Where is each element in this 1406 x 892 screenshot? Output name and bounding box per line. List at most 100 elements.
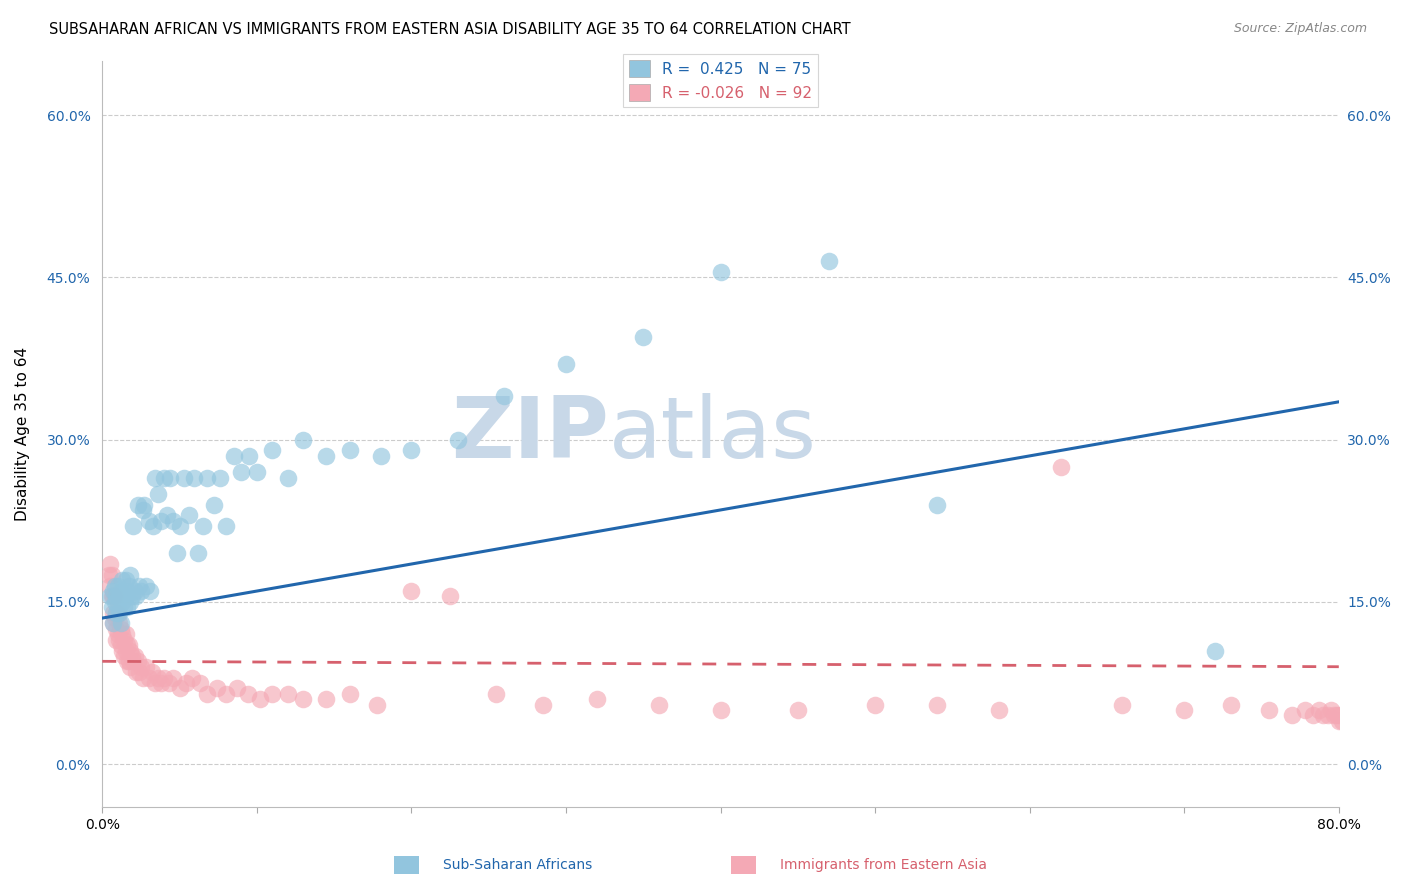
Point xyxy=(225,681,247,696)
Point xyxy=(181,671,204,685)
Point xyxy=(1312,708,1334,723)
Point xyxy=(141,665,163,680)
Point xyxy=(112,600,135,615)
Point xyxy=(108,632,131,647)
Point xyxy=(143,470,166,484)
Point xyxy=(786,703,808,717)
Point xyxy=(169,681,191,696)
Point xyxy=(114,590,136,604)
Point xyxy=(236,687,259,701)
Point xyxy=(1173,703,1195,717)
Point xyxy=(292,692,315,706)
Point xyxy=(105,622,128,636)
Point xyxy=(188,676,211,690)
Point xyxy=(1308,703,1330,717)
Point xyxy=(238,449,260,463)
Point xyxy=(107,579,129,593)
Point xyxy=(1049,459,1071,474)
Point xyxy=(115,600,138,615)
Point xyxy=(633,330,655,344)
Point xyxy=(586,692,609,706)
Point xyxy=(125,590,148,604)
Point xyxy=(108,616,131,631)
Point xyxy=(817,254,839,268)
Point xyxy=(1323,708,1346,723)
Point xyxy=(1302,708,1324,723)
Point xyxy=(174,676,197,690)
Point xyxy=(315,692,337,706)
Point xyxy=(101,606,124,620)
Point xyxy=(925,698,948,712)
Point xyxy=(110,638,132,652)
Point xyxy=(159,470,181,484)
Point xyxy=(709,265,731,279)
Point xyxy=(100,600,122,615)
Point xyxy=(1320,703,1343,717)
Point xyxy=(108,606,131,620)
Point xyxy=(127,654,149,668)
Point xyxy=(105,606,128,620)
Point xyxy=(1329,708,1351,723)
Point xyxy=(114,573,136,587)
Point xyxy=(292,433,315,447)
Point xyxy=(129,584,152,599)
Point xyxy=(131,503,153,517)
Point xyxy=(485,687,508,701)
Text: Source: ZipAtlas.com: Source: ZipAtlas.com xyxy=(1233,22,1367,36)
Point xyxy=(114,643,136,657)
Point xyxy=(114,627,136,641)
Point xyxy=(100,590,122,604)
Point xyxy=(111,643,134,657)
Point xyxy=(111,573,134,587)
Point xyxy=(112,648,135,663)
Point xyxy=(162,514,184,528)
Point xyxy=(105,590,128,604)
Point xyxy=(122,654,145,668)
Point xyxy=(215,687,238,701)
Legend: R =  0.425   N = 75, R = -0.026   N = 92: R = 0.425 N = 75, R = -0.026 N = 92 xyxy=(623,54,818,107)
Point xyxy=(162,671,184,685)
Point xyxy=(104,590,127,604)
Point xyxy=(1330,714,1353,728)
Point xyxy=(197,687,219,701)
Text: SUBSAHARAN AFRICAN VS IMMIGRANTS FROM EASTERN ASIA DISABILITY AGE 35 TO 64 CORRE: SUBSAHARAN AFRICAN VS IMMIGRANTS FROM EA… xyxy=(49,22,851,37)
Point xyxy=(215,519,238,533)
Point xyxy=(120,595,142,609)
Point xyxy=(169,519,191,533)
Point xyxy=(101,590,124,604)
Point xyxy=(101,584,124,599)
Point xyxy=(110,616,132,631)
Point xyxy=(128,579,150,593)
Point xyxy=(107,600,129,615)
Point xyxy=(104,611,127,625)
Point xyxy=(202,498,225,512)
Point xyxy=(1204,643,1226,657)
Y-axis label: Disability Age 35 to 64: Disability Age 35 to 64 xyxy=(15,347,30,521)
Point xyxy=(111,595,134,609)
Point xyxy=(128,665,150,680)
Point xyxy=(863,698,886,712)
Point xyxy=(1111,698,1133,712)
Point xyxy=(110,622,132,636)
Point xyxy=(117,579,139,593)
Point xyxy=(401,584,423,599)
Point xyxy=(531,698,554,712)
Point xyxy=(1258,703,1281,717)
Point xyxy=(439,590,461,604)
Point xyxy=(101,616,124,631)
Point xyxy=(107,627,129,641)
Point xyxy=(121,590,143,604)
Point xyxy=(146,487,169,501)
Point xyxy=(205,681,228,696)
Point xyxy=(98,579,121,593)
Point xyxy=(173,470,195,484)
Point xyxy=(101,616,124,631)
Point xyxy=(157,676,180,690)
Point xyxy=(1317,708,1340,723)
Point xyxy=(277,687,299,701)
Point xyxy=(143,676,166,690)
Point xyxy=(122,519,145,533)
Point xyxy=(98,590,121,604)
Text: atlas: atlas xyxy=(609,392,817,475)
Point xyxy=(648,698,671,712)
